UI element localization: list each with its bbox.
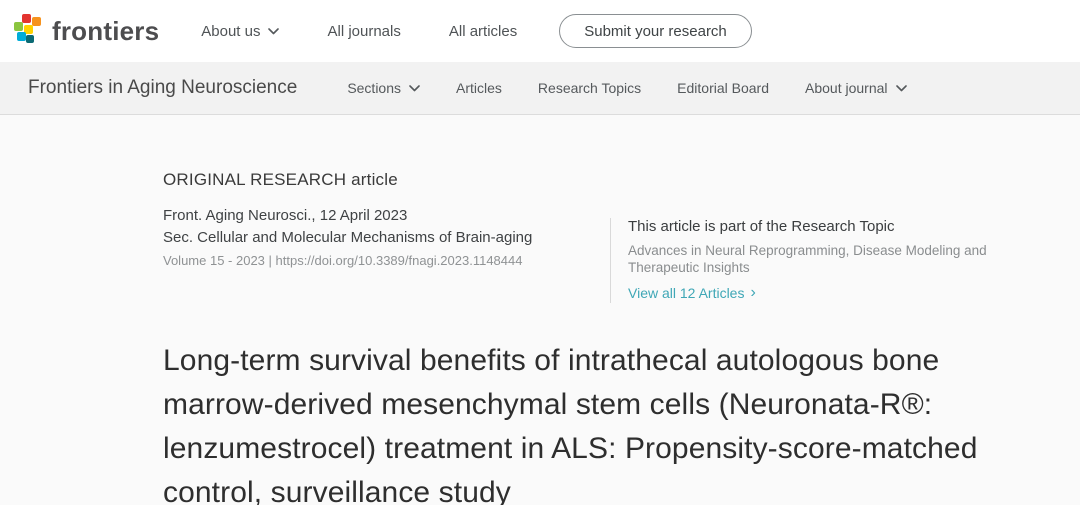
citation-block: Front. Aging Neurosci., 12 April 2023 Se… <box>163 190 610 271</box>
volume-label: Volume 15 - 2023 <box>163 253 265 268</box>
research-topic-heading: This article is part of the Research Top… <box>628 218 895 235</box>
citation-volume-doi: Volume 15 - 2023 | https://doi.org/10.33… <box>163 251 610 271</box>
brand-wordmark: frontiers <box>52 15 160 46</box>
citation-section: Sec. Cellular and Molecular Mechanisms o… <box>163 229 533 246</box>
article-type-suffix: article <box>346 170 398 189</box>
frontiers-logo[interactable]: frontiers <box>14 14 159 48</box>
top-nav-links: About us All journals All articles <box>201 23 517 40</box>
top-navbar: frontiers About us All journals All arti… <box>0 0 1080 62</box>
chevron-down-icon <box>409 84 420 92</box>
research-topic-box: This article is part of the Research Top… <box>610 218 1020 303</box>
view-all-articles-link[interactable]: View all 12 Articles › <box>628 284 756 302</box>
article-type-label: ORIGINAL RESEARCH <box>163 170 347 189</box>
journal-navbar: Frontiers in Aging Neuroscience Sections… <box>0 62 1080 115</box>
journal-nav-links: Sections Articles Research Topics Editor… <box>347 80 907 96</box>
journal-nav-articles[interactable]: Articles <box>456 80 502 96</box>
research-topic-name[interactable]: Advances in Neural Reprogramming, Diseas… <box>628 243 987 275</box>
citation-journal-date: Front. Aging Neurosci., 12 April 2023 <box>163 207 408 224</box>
chevron-down-icon <box>268 27 280 35</box>
submit-your-research-button[interactable]: Submit your research <box>559 14 752 48</box>
doi-link[interactable]: https://doi.org/10.3389/fnagi.2023.11484… <box>275 253 523 268</box>
nav-item-about-us[interactable]: About us <box>201 23 280 40</box>
journal-nav-editorial-board[interactable]: Editorial Board <box>677 80 769 96</box>
nav-item-all-articles[interactable]: All articles <box>448 22 518 40</box>
article-meta-row: Front. Aging Neurosci., 12 April 2023 Se… <box>163 190 1080 303</box>
article-title: Long-term survival benefits of intrathec… <box>163 344 978 505</box>
frontiers-logo-icon <box>14 14 44 48</box>
chevron-down-icon <box>895 84 907 92</box>
article-header: ORIGINAL RESEARCH article Front. Aging N… <box>0 115 1080 505</box>
chevron-right-icon: › <box>750 284 756 301</box>
journal-nav-sections[interactable]: Sections <box>347 80 420 96</box>
journal-nav-about-journal[interactable]: About journal <box>805 80 907 96</box>
nav-item-all-journals[interactable]: All journals <box>327 22 401 40</box>
journal-nav-research-topics[interactable]: Research Topics <box>537 80 642 96</box>
article-type: ORIGINAL RESEARCH article <box>163 170 1080 190</box>
journal-title[interactable]: Frontiers in Aging Neuroscience <box>28 77 298 98</box>
separator: | <box>264 253 276 268</box>
